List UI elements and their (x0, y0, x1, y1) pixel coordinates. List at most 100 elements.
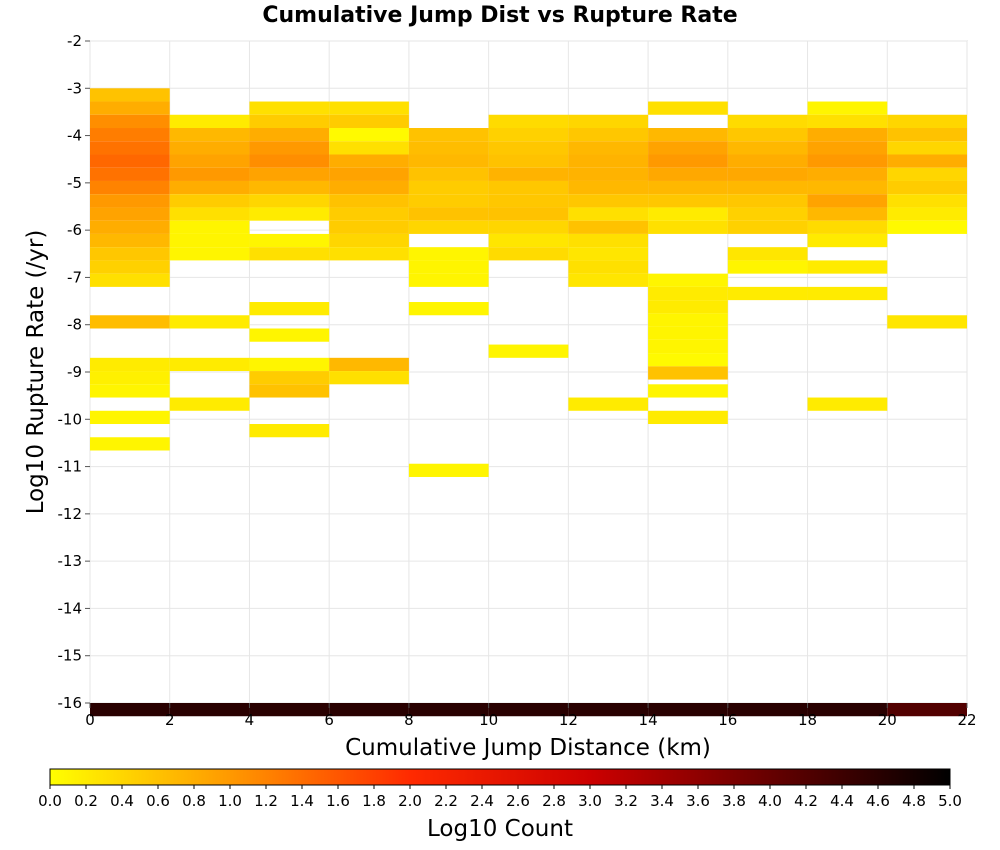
colorbar-tick-label: 1.2 (254, 792, 278, 810)
heatmap-cell (727, 260, 808, 274)
heatmap-cell (648, 207, 728, 221)
heatmap-cell (887, 194, 967, 208)
colorbar-tick-label: 4.4 (830, 792, 854, 810)
heatmap-cell (648, 154, 728, 168)
heatmap-cell (249, 114, 330, 129)
heatmap-cell (249, 703, 330, 717)
heatmap-cell (887, 703, 967, 717)
heatmap-cell (329, 207, 409, 221)
heatmap-cell (249, 180, 330, 195)
heatmap-cell (90, 260, 170, 274)
y-tick-label: -9 (67, 363, 82, 381)
heatmap-cell (648, 410, 728, 425)
heatmap-cell (329, 357, 409, 372)
heatmap-cell (568, 180, 649, 195)
heatmap-cell (408, 194, 489, 208)
y-tick-label: -11 (58, 458, 83, 476)
heatmap-cell (90, 114, 170, 129)
colorbar-tick-label: 3.4 (650, 792, 674, 810)
heatmap-cell (568, 167, 649, 181)
heatmap-cell (807, 233, 888, 248)
y-axis-label: Log10 Rupture Rate (/yr) (23, 230, 49, 515)
colorbar-tick-label: 2.2 (434, 792, 458, 810)
y-tick-label: -2 (67, 32, 82, 50)
heatmap-cell (648, 286, 728, 301)
heatmap-cell (329, 141, 409, 155)
heatmap-cell (488, 141, 569, 155)
heatmap-cell (90, 180, 170, 195)
y-tick-label: -12 (58, 505, 83, 523)
heatmap-cell (90, 273, 170, 287)
heatmap-cell (648, 194, 728, 208)
heatmap-cell (727, 703, 808, 717)
heatmap-cell (408, 247, 489, 261)
heatmap-cell (329, 703, 409, 717)
heatmap-cell (727, 141, 808, 155)
x-tick-label: 14 (639, 711, 658, 729)
heatmap-cell (249, 328, 330, 342)
heatmap-cell (488, 128, 569, 142)
heatmap-cell (329, 180, 409, 195)
heatmap-cell (727, 167, 808, 181)
y-tick-label: -7 (67, 268, 82, 286)
heatmap-cell (568, 141, 649, 155)
heatmap-cell (169, 207, 250, 221)
y-tick-label: -16 (58, 694, 83, 712)
y-tick-label: -4 (67, 127, 82, 145)
heatmap-cell (169, 180, 250, 195)
x-tick-label: 18 (798, 711, 817, 729)
y-tick-label: -14 (58, 599, 83, 617)
heatmap-cell (90, 703, 170, 717)
heatmap-cell (249, 128, 330, 142)
heatmap-cell (249, 371, 330, 385)
heatmap-cell (568, 703, 649, 717)
heatmap-cell (329, 233, 409, 248)
heatmap-cell (90, 233, 170, 248)
x-tick-label: 0 (85, 711, 95, 729)
heatmap-cell (568, 220, 649, 234)
heatmap-cell (90, 247, 170, 261)
colorbar-tick-label: 4.8 (902, 792, 926, 810)
x-tick-label: 2 (165, 711, 175, 729)
heatmap-cell (727, 180, 808, 195)
heatmap-cell (727, 128, 808, 142)
heatmap-cell (807, 703, 888, 717)
heatmap-cell (807, 167, 888, 181)
heatmap-cell (169, 154, 250, 168)
heatmap-cell (249, 247, 330, 261)
heatmap-cell (887, 167, 967, 181)
heatmap-cell (169, 315, 250, 329)
heatmap-cell (807, 194, 888, 208)
x-tick-label: 20 (878, 711, 897, 729)
heatmap-cell (169, 114, 250, 129)
heatmap-cell (90, 357, 170, 372)
heatmap-cell (648, 326, 728, 340)
heatmap-cell (329, 128, 409, 142)
heatmap-cell (488, 247, 569, 261)
x-axis-ticks: 0 2 4 6 8 10 12 14 16 18 20 22 (85, 703, 977, 729)
heatmap-cell (249, 302, 330, 316)
heatmap-cell (329, 154, 409, 168)
heatmap-cell (249, 194, 330, 208)
heatmap-cell (887, 207, 967, 221)
heatmap-cell (807, 101, 888, 115)
colorbar-tick-label: 5.0 (938, 792, 962, 810)
heatmap-cell (408, 128, 489, 142)
heatmap-cell (648, 353, 728, 367)
heatmap-cell (727, 286, 808, 301)
heatmap-cell (568, 114, 649, 129)
heatmap-cell (648, 366, 728, 380)
heatmap-cell (568, 128, 649, 142)
colorbar-tick-label: 4.2 (794, 792, 818, 810)
colorbar-tick-label: 1.4 (290, 792, 314, 810)
colorbar-tick-label: 4.0 (758, 792, 782, 810)
heatmap-cell (169, 233, 250, 248)
colorbar-tick-label: 0.6 (146, 792, 170, 810)
heatmap-cell (329, 167, 409, 181)
heatmap-cell (169, 703, 250, 717)
heatmap-cell (169, 397, 250, 411)
heatmap-cell (568, 154, 649, 168)
heatmap-cell (90, 220, 170, 234)
colorbar-label: Log10 Count (427, 816, 573, 842)
colorbar-tick-label: 2.4 (470, 792, 494, 810)
